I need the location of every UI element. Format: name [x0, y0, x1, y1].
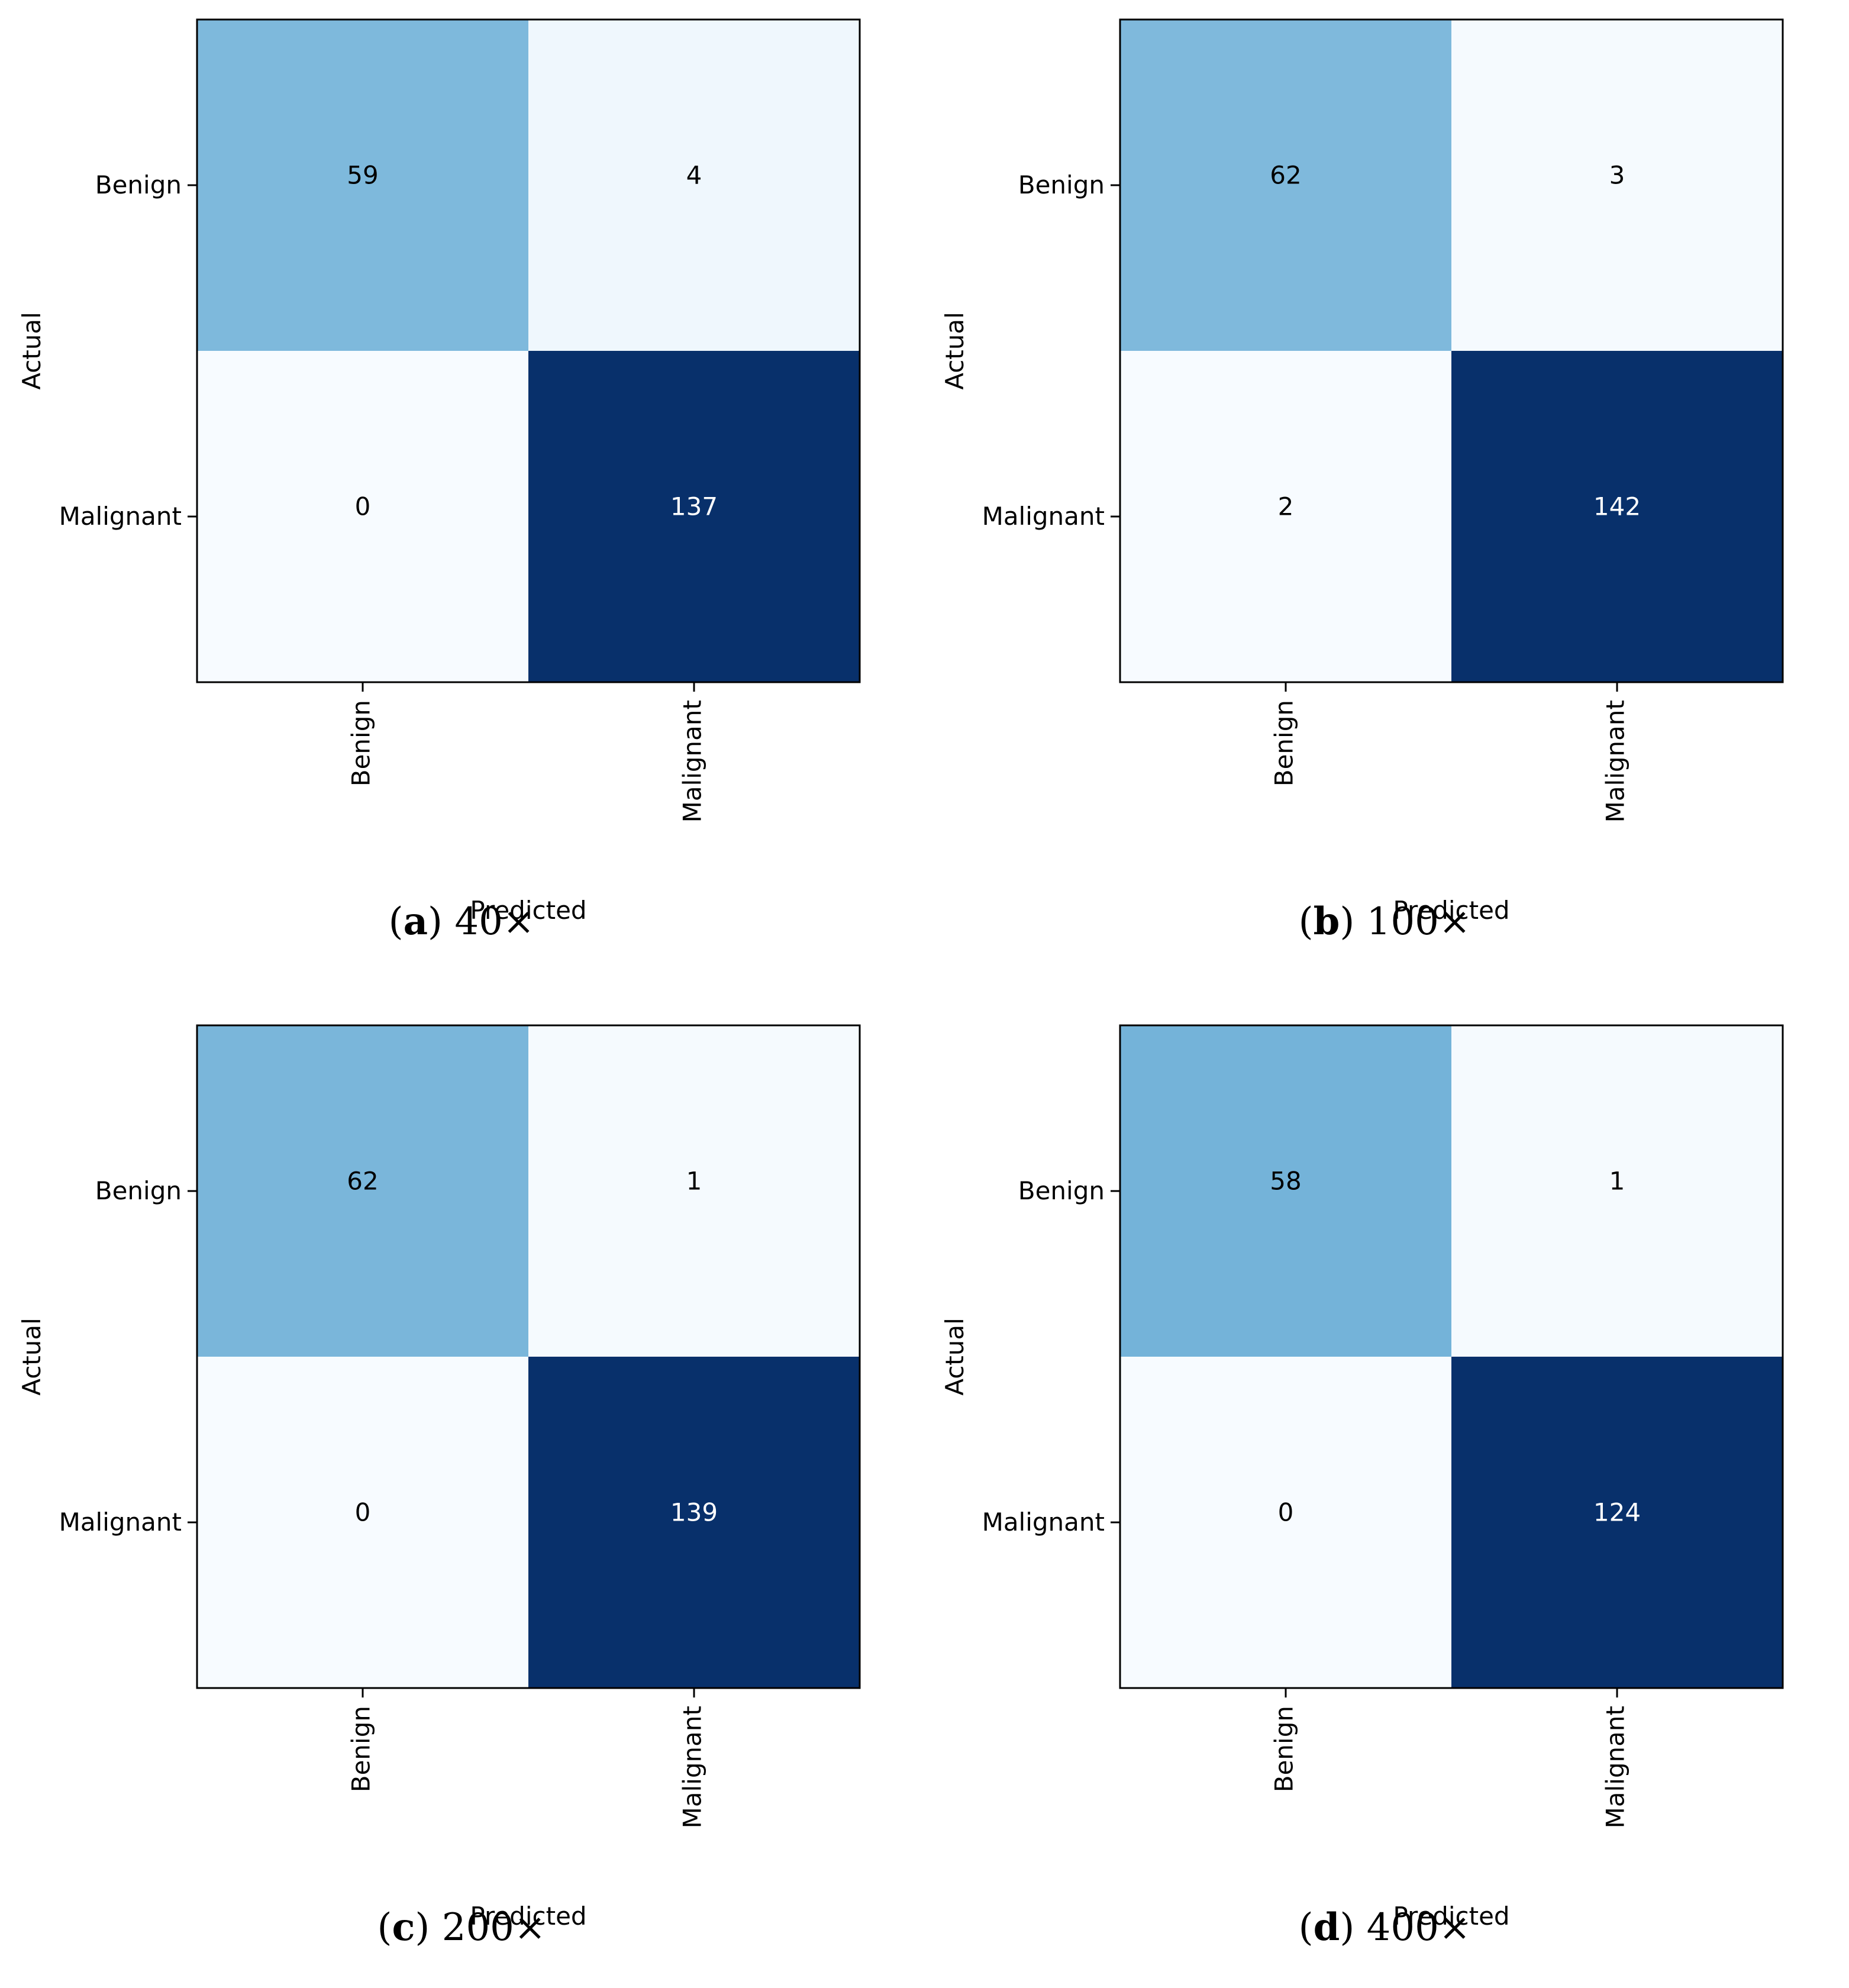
matrix-value-0-1: 4 [686, 161, 702, 190]
confusion-matrix-panel-b: 62 3 2 142 Benign Malignant Benign Malignant Pre… [923, 0, 1846, 982]
plot-frame [1119, 18, 1784, 683]
y-axis-title: Actual [17, 1318, 46, 1396]
confusion-matrix-panel-d: 58 1 0 124 Benign Malignant Benign Malignant Pre… [923, 1006, 1846, 1988]
matrix-cell-0-0 [197, 1025, 528, 1357]
matrix-value-1-0: 2 [1278, 492, 1294, 521]
x-axis-title: Predicted [470, 896, 586, 925]
matrix-cell-0-1 [528, 1025, 860, 1357]
matrix-value-0-0: 62 [347, 1167, 378, 1196]
matrix-cell-1-0 [197, 351, 528, 682]
matrix-value-0-1: 3 [1609, 161, 1625, 190]
y-tick-label: Malignant [59, 1508, 182, 1537]
caption-text: 200× [441, 1906, 546, 1950]
matrix-cell-0-1 [1451, 20, 1783, 351]
matrix-value-0-1: 1 [686, 1167, 702, 1196]
confusion-matrix-panel-a: 59 4 0 137 Benign Malignant Benign Malignant Pre… [0, 0, 923, 982]
x-tick-label: Malignant [1601, 1706, 1630, 1828]
caption-text: 40× [454, 900, 535, 944]
confusion-matrix-plot: 62 3 2 142 Benign Malignant Benign Malignant Pre… [940, 18, 1784, 925]
matrix-cell-1-0 [1120, 351, 1451, 682]
matrix-value-1-1: 137 [670, 492, 718, 521]
matrix-value-0-0: 58 [1270, 1167, 1301, 1196]
caption-letter: (c) [377, 1905, 430, 1950]
y-tick-label: Benign [95, 1176, 182, 1205]
panel-caption: (c) 200× [0, 1905, 923, 1950]
x-tick-label: Benign [347, 1706, 376, 1792]
x-tick-label: Benign [1270, 1706, 1299, 1792]
y-tick-label: Benign [1018, 1176, 1105, 1205]
y-tick-label: Malignant [982, 1508, 1105, 1537]
matrix-value-1-0: 0 [355, 1498, 371, 1527]
matrix-cell-0-0 [197, 20, 528, 351]
x-tick-label: Malignant [1601, 700, 1630, 822]
x-axis-title: Predicted [1393, 896, 1509, 925]
matrix-cell-1-0 [1120, 1357, 1451, 1688]
x-tick-label: Malignant [678, 1706, 707, 1828]
matrix-cell-0-0 [1120, 1025, 1451, 1357]
matrix-cell-0-1 [1451, 1025, 1783, 1357]
x-axis-title: Predicted [1393, 1902, 1509, 1931]
matrix-cell-1-1 [1451, 1357, 1783, 1688]
caption-letter: (d) [1298, 1905, 1355, 1950]
matrix-value-0-0: 59 [347, 161, 378, 190]
matrix-value-1-1: 142 [1593, 492, 1641, 521]
plot-frame [196, 18, 861, 683]
plot-frame [196, 1024, 861, 1689]
caption-text: 400× [1366, 1906, 1471, 1950]
caption-text: 100× [1366, 900, 1471, 944]
x-tick-label: Malignant [678, 700, 707, 822]
matrix-cell-0-0 [1120, 20, 1451, 351]
confusion-matrix-panel-c: 62 1 0 139 Benign Malignant Benign Malignant Pre… [0, 1006, 923, 1988]
matrix-value-1-0: 0 [355, 492, 371, 521]
y-tick-label: Benign [1018, 170, 1105, 199]
confusion-matrix-plot: 62 1 0 139 Benign Malignant Benign Malignant Pre… [17, 1024, 861, 1931]
plot-frame [1119, 1024, 1784, 1689]
matrix-value-0-0: 62 [1270, 161, 1301, 190]
y-axis-title: Actual [940, 1318, 969, 1396]
matrix-cell-1-1 [1451, 351, 1783, 682]
matrix-cell-1-1 [528, 351, 860, 682]
caption-letter: (b) [1298, 899, 1355, 944]
matrix-value-0-1: 1 [1609, 1167, 1625, 1196]
y-tick-label: Malignant [59, 502, 182, 531]
panel-caption: (b) 100× [923, 899, 1846, 944]
matrix-value-1-1: 124 [1593, 1498, 1641, 1527]
y-tick-label: Malignant [982, 502, 1105, 531]
y-axis-title: Actual [17, 312, 46, 390]
confusion-matrix-plot: 58 1 0 124 Benign Malignant Benign Malignant Pre… [940, 1024, 1784, 1931]
matrix-cell-1-1 [528, 1357, 860, 1688]
y-axis-title: Actual [940, 312, 969, 390]
matrix-cell-1-0 [197, 1357, 528, 1688]
confusion-matrix-plot: 59 4 0 137 Benign Malignant Benign Malignant Pre… [17, 18, 861, 925]
matrix-value-1-0: 0 [1278, 1498, 1294, 1527]
panel-caption: (a) 40× [0, 899, 923, 944]
x-tick-label: Benign [1270, 700, 1299, 786]
matrix-value-1-1: 139 [670, 1498, 718, 1527]
panel-caption: (d) 400× [923, 1905, 1846, 1950]
caption-letter: (a) [388, 899, 443, 944]
x-tick-label: Benign [347, 700, 376, 786]
x-axis-title: Predicted [470, 1902, 586, 1931]
matrix-cell-0-1 [528, 20, 860, 351]
y-tick-label: Benign [95, 170, 182, 199]
